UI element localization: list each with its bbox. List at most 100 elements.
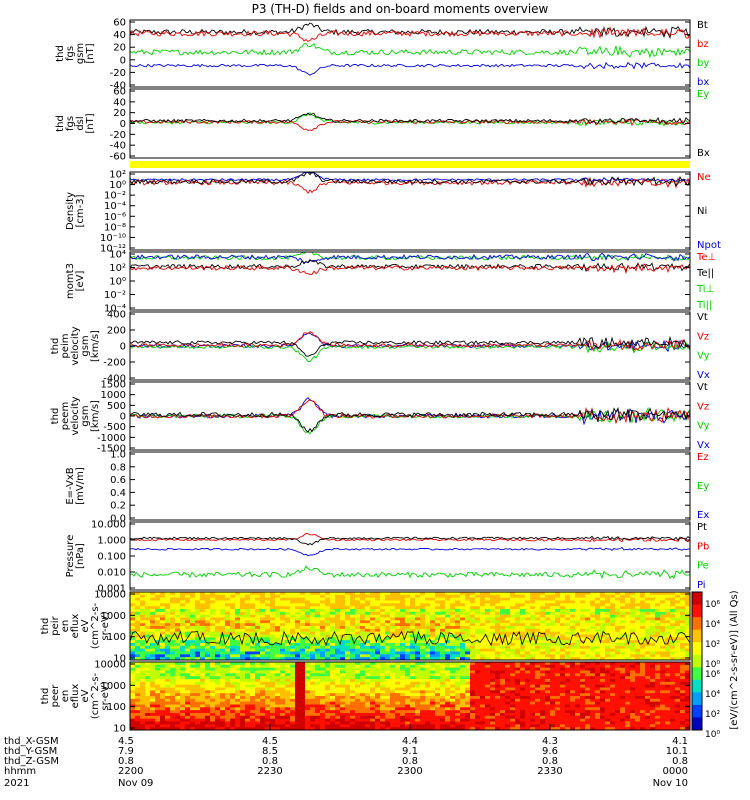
spectrogram-cell bbox=[515, 623, 521, 627]
spectrogram-cell bbox=[360, 634, 366, 638]
spectrogram-cell bbox=[465, 654, 471, 658]
spectrogram-cell bbox=[475, 707, 481, 711]
spectrogram-cell bbox=[680, 628, 686, 633]
spectrogram-cell bbox=[235, 609, 241, 613]
spectrogram-cell bbox=[520, 670, 526, 674]
spectrogram-cell bbox=[185, 631, 191, 636]
spectrogram-cell bbox=[250, 617, 256, 621]
spectrogram-cell bbox=[145, 620, 151, 624]
spectrogram-cell bbox=[515, 710, 521, 714]
spectrogram-cell bbox=[385, 614, 391, 619]
spectrogram-cell bbox=[175, 718, 181, 723]
spectrogram-cell bbox=[520, 710, 526, 714]
spectrogram-cell bbox=[225, 634, 231, 638]
spectrogram-cell bbox=[460, 654, 466, 658]
spectrogram-cell bbox=[675, 614, 681, 619]
spectrogram-cell bbox=[485, 651, 491, 655]
spectrogram-cell bbox=[550, 696, 556, 700]
spectrogram-cell bbox=[240, 648, 246, 653]
spectrogram-cell bbox=[430, 693, 436, 697]
spectrogram-cell bbox=[350, 696, 356, 700]
spectrogram-cell bbox=[150, 620, 156, 624]
spectrogram-cell bbox=[410, 718, 416, 723]
spectrogram-cell bbox=[205, 698, 211, 703]
spectrogram-cell bbox=[635, 648, 641, 653]
spectrogram-cell bbox=[555, 637, 561, 641]
spectrogram-cell bbox=[505, 696, 511, 700]
spectrogram-cell bbox=[420, 651, 426, 655]
spectrogram-cell bbox=[680, 648, 686, 653]
spectrogram-cell bbox=[380, 710, 386, 714]
spectrogram-cell bbox=[505, 617, 511, 621]
spectrogram-cell bbox=[175, 676, 181, 680]
spectrogram-cell bbox=[180, 727, 186, 730]
spectrogram-cell bbox=[260, 704, 266, 708]
spectrogram-cell bbox=[425, 693, 431, 697]
spectrogram-cell bbox=[490, 592, 496, 596]
spectrogram-cell bbox=[475, 673, 481, 677]
spectrogram-cell bbox=[210, 592, 216, 596]
spectrogram-cell bbox=[620, 611, 626, 616]
spectrogram-cell bbox=[515, 645, 521, 650]
spectrogram-cell bbox=[385, 718, 391, 723]
spectrogram-cell bbox=[385, 654, 391, 658]
spectrogram-cell bbox=[600, 620, 606, 624]
spectrogram-cell bbox=[235, 696, 241, 700]
spectrogram-cell bbox=[535, 687, 541, 691]
spectrogram-cell bbox=[645, 600, 651, 604]
spectrogram-cell bbox=[520, 657, 526, 660]
spectrogram-cell bbox=[460, 679, 466, 683]
spectrogram-cell bbox=[335, 657, 341, 660]
spectrogram-cell bbox=[315, 617, 321, 621]
spectrogram-cell bbox=[155, 611, 161, 616]
spectrogram-cell bbox=[165, 664, 171, 669]
spectrogram-cell bbox=[470, 704, 476, 708]
spectrogram-cell bbox=[530, 724, 536, 728]
spectrogram-cell bbox=[260, 713, 266, 717]
spectrogram-cell bbox=[260, 696, 266, 700]
spectrogram-cell bbox=[655, 620, 661, 624]
spectrogram-cell bbox=[465, 662, 471, 666]
spectrogram-cell bbox=[320, 710, 326, 714]
spectrogram-cell bbox=[405, 693, 411, 697]
spectrogram-cell bbox=[230, 623, 236, 627]
spectrogram-cell bbox=[410, 673, 416, 677]
spectrogram-cell bbox=[365, 684, 371, 689]
spectrogram-cell bbox=[660, 651, 666, 655]
spectrogram-cell bbox=[135, 684, 141, 689]
spectrogram-cell bbox=[305, 592, 311, 596]
spectrogram-cell bbox=[485, 673, 491, 677]
spectrogram-cell bbox=[335, 628, 341, 633]
spectrogram-cell bbox=[380, 667, 386, 672]
spectrogram-cell bbox=[550, 657, 556, 660]
spectrogram-cell bbox=[320, 718, 326, 723]
spectrogram-cell bbox=[540, 718, 546, 723]
spectrogram-cell bbox=[375, 673, 381, 677]
spectrogram-cell bbox=[195, 643, 201, 647]
spectrogram-cell bbox=[425, 698, 431, 703]
spectrogram-cell bbox=[220, 667, 226, 672]
spectrogram-cell bbox=[215, 603, 221, 607]
spectrogram-cell bbox=[485, 698, 491, 703]
spectrogram-cell bbox=[225, 704, 231, 708]
spectrogram-cell bbox=[545, 721, 551, 725]
spectrogram-cell bbox=[270, 664, 276, 669]
spectrogram-cell bbox=[255, 727, 261, 730]
spectrogram-cell bbox=[425, 623, 431, 627]
spectrogram-cell bbox=[305, 701, 311, 706]
spectrogram-cell bbox=[365, 718, 371, 723]
spectrogram-cell bbox=[650, 626, 656, 630]
spectrogram-cell bbox=[185, 637, 191, 641]
spectrogram-cell bbox=[645, 623, 651, 627]
spectrogram-cell bbox=[525, 628, 531, 633]
spectrogram-cell bbox=[340, 693, 346, 697]
spectrogram-cell bbox=[165, 620, 171, 624]
spectrogram-cell bbox=[500, 614, 506, 619]
spectrogram-cell bbox=[215, 696, 221, 700]
spectrogram-cell bbox=[140, 643, 146, 647]
spectrogram-cell bbox=[170, 611, 176, 616]
spectrogram-cell bbox=[160, 609, 166, 613]
spectrogram-cell bbox=[550, 713, 556, 717]
spectrogram-cell bbox=[475, 648, 481, 653]
